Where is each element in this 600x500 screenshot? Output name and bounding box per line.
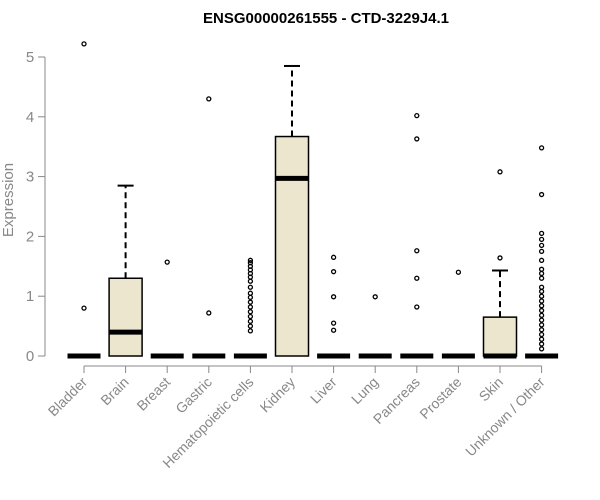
y-tick-label: 3 [26, 169, 34, 186]
box-4 [233, 257, 267, 359]
y-tick-label: 1 [26, 288, 34, 305]
box-7 [358, 294, 392, 359]
box-8 [400, 112, 434, 359]
outlier-point [538, 307, 545, 314]
y-axis-label: Expression [0, 163, 17, 237]
box-5 [274, 64, 310, 357]
outlier-point [330, 320, 337, 326]
box-9 [441, 269, 475, 359]
outlier-point [247, 309, 254, 315]
x-tick-label: Prostate [416, 374, 464, 422]
box-1 [108, 184, 143, 357]
y-axis: 0 1 2 3 4 5 [26, 49, 46, 365]
outlier-point [372, 294, 378, 300]
outlier-point [414, 304, 420, 310]
x-tick-label: Breast [133, 374, 173, 414]
x-tick-label: Unknown / Other [462, 374, 548, 460]
box-10 [482, 169, 518, 359]
outlier-point [538, 270, 545, 277]
outlier-point [538, 303, 545, 309]
box-2 [150, 259, 184, 359]
outlier-point [247, 260, 254, 266]
outlier-point [247, 304, 254, 310]
y-tick-label: 5 [26, 49, 34, 66]
outlier-point [538, 331, 545, 338]
x-tick-label: Brain [97, 374, 131, 408]
outlier-point [247, 328, 254, 334]
outlier-point [538, 145, 545, 151]
box-rect [108, 277, 143, 357]
outlier-point [538, 275, 545, 281]
box-group [67, 41, 559, 359]
outlier-point [330, 254, 337, 260]
x-tick-label: Kidney [257, 374, 299, 416]
outlier-point [164, 259, 170, 265]
outlier-point [247, 257, 254, 263]
box-6 [317, 254, 351, 359]
outlier-point [538, 293, 545, 299]
outlier-point [497, 255, 503, 261]
outlier-point [247, 278, 254, 284]
box-rect [482, 316, 518, 357]
outlier-point [247, 294, 254, 301]
outlier-point [247, 318, 254, 324]
x-tick-label: Lung [348, 374, 381, 407]
outlier-point [538, 284, 545, 290]
outlier-point [455, 269, 462, 275]
outlier-point [247, 323, 254, 329]
outlier-point [538, 236, 545, 243]
outlier-point [538, 317, 545, 323]
outlier-point [81, 41, 87, 47]
outlier-point [538, 322, 545, 328]
box-rect [274, 135, 310, 357]
outlier-point [538, 266, 545, 272]
x-tick-label: Liver [307, 374, 340, 407]
outlier-point [538, 346, 545, 352]
outlier-point [247, 290, 254, 296]
outlier-point [81, 305, 87, 311]
outlier-point [538, 248, 545, 255]
outlier-point [206, 310, 212, 316]
outlier-point [538, 191, 545, 198]
outlier-point [538, 336, 545, 342]
outlier-point [330, 327, 337, 333]
outlier-point [206, 96, 212, 102]
outlier-point [330, 294, 337, 300]
outlier-point [538, 242, 545, 249]
outlier-point [330, 269, 337, 275]
x-tick-label: Bladder [45, 374, 91, 420]
box-3 [192, 96, 226, 359]
outlier-point [538, 288, 545, 295]
box-0 [67, 41, 101, 359]
outlier-point [538, 230, 545, 237]
chart-title: ENSG00000261555 - CTD-3229J4.1 [203, 10, 449, 27]
outlier-point [414, 136, 420, 142]
y-tick-label: 4 [26, 109, 34, 126]
box-11 [525, 145, 559, 359]
outlier-point [414, 112, 420, 119]
y-tick-label: 2 [26, 228, 34, 245]
outlier-point [538, 298, 545, 304]
outlier-point [497, 169, 503, 175]
outlier-point [247, 313, 254, 320]
outlier-point [538, 312, 545, 318]
outlier-point [414, 275, 420, 281]
x-tick-label: Skin [476, 374, 507, 405]
outlier-point [538, 327, 545, 333]
y-tick-label: 0 [26, 348, 34, 365]
outlier-point [538, 257, 545, 263]
outlier-point [538, 341, 545, 347]
outlier-point [247, 284, 254, 290]
outlier-point [414, 248, 420, 254]
outlier-point [247, 299, 254, 305]
